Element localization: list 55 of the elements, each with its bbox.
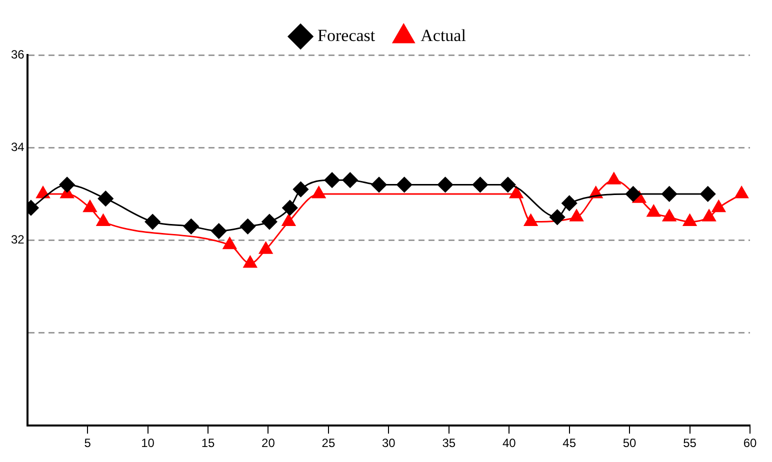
x-tick-label: 50 — [622, 436, 637, 450]
point — [662, 186, 678, 202]
x-tick-label: 25 — [322, 436, 336, 450]
x-tick-label: 15 — [201, 436, 216, 450]
point — [83, 200, 97, 212]
point — [682, 214, 697, 226]
point — [243, 256, 257, 268]
y-tick-label: 36 — [10, 47, 25, 62]
point — [282, 214, 296, 226]
point — [550, 209, 566, 225]
point — [312, 186, 326, 198]
point — [259, 242, 273, 254]
point — [562, 195, 578, 211]
point — [524, 214, 538, 226]
point — [96, 214, 110, 226]
point — [342, 172, 358, 188]
x-tick-label: 45 — [562, 436, 576, 450]
point — [324, 172, 340, 188]
point — [144, 214, 160, 230]
point — [607, 172, 621, 184]
point — [700, 186, 716, 202]
point — [262, 214, 278, 230]
x-tick-label: 5 — [84, 436, 92, 450]
point — [59, 176, 75, 192]
x-tick-label: 10 — [141, 436, 155, 450]
legend-label: Actual — [420, 26, 466, 45]
point — [570, 209, 584, 222]
point — [734, 186, 748, 198]
x-tick-label: 60 — [743, 436, 757, 450]
point — [510, 186, 524, 198]
point — [396, 176, 412, 192]
point — [211, 223, 227, 239]
point — [293, 182, 308, 198]
point — [472, 176, 488, 192]
x-tick-label: 55 — [683, 436, 697, 450]
point — [625, 186, 641, 202]
point — [371, 176, 387, 192]
y-tick-label: 34 — [10, 140, 25, 154]
point — [646, 204, 660, 217]
point — [712, 200, 726, 212]
point — [183, 218, 199, 234]
x-tick-label: 20 — [262, 436, 276, 450]
x-tick-label: 40 — [502, 436, 516, 450]
point — [222, 237, 237, 250]
point — [500, 176, 516, 192]
point — [240, 218, 256, 234]
point — [662, 209, 676, 222]
point — [702, 209, 716, 222]
point — [98, 190, 114, 206]
legend-label: Forecast — [318, 26, 376, 45]
point — [282, 200, 298, 216]
x-tick-label: 35 — [442, 436, 456, 450]
point — [438, 176, 454, 192]
y-tick-label: 32 — [10, 232, 25, 247]
x-tick-label: 30 — [382, 436, 396, 450]
